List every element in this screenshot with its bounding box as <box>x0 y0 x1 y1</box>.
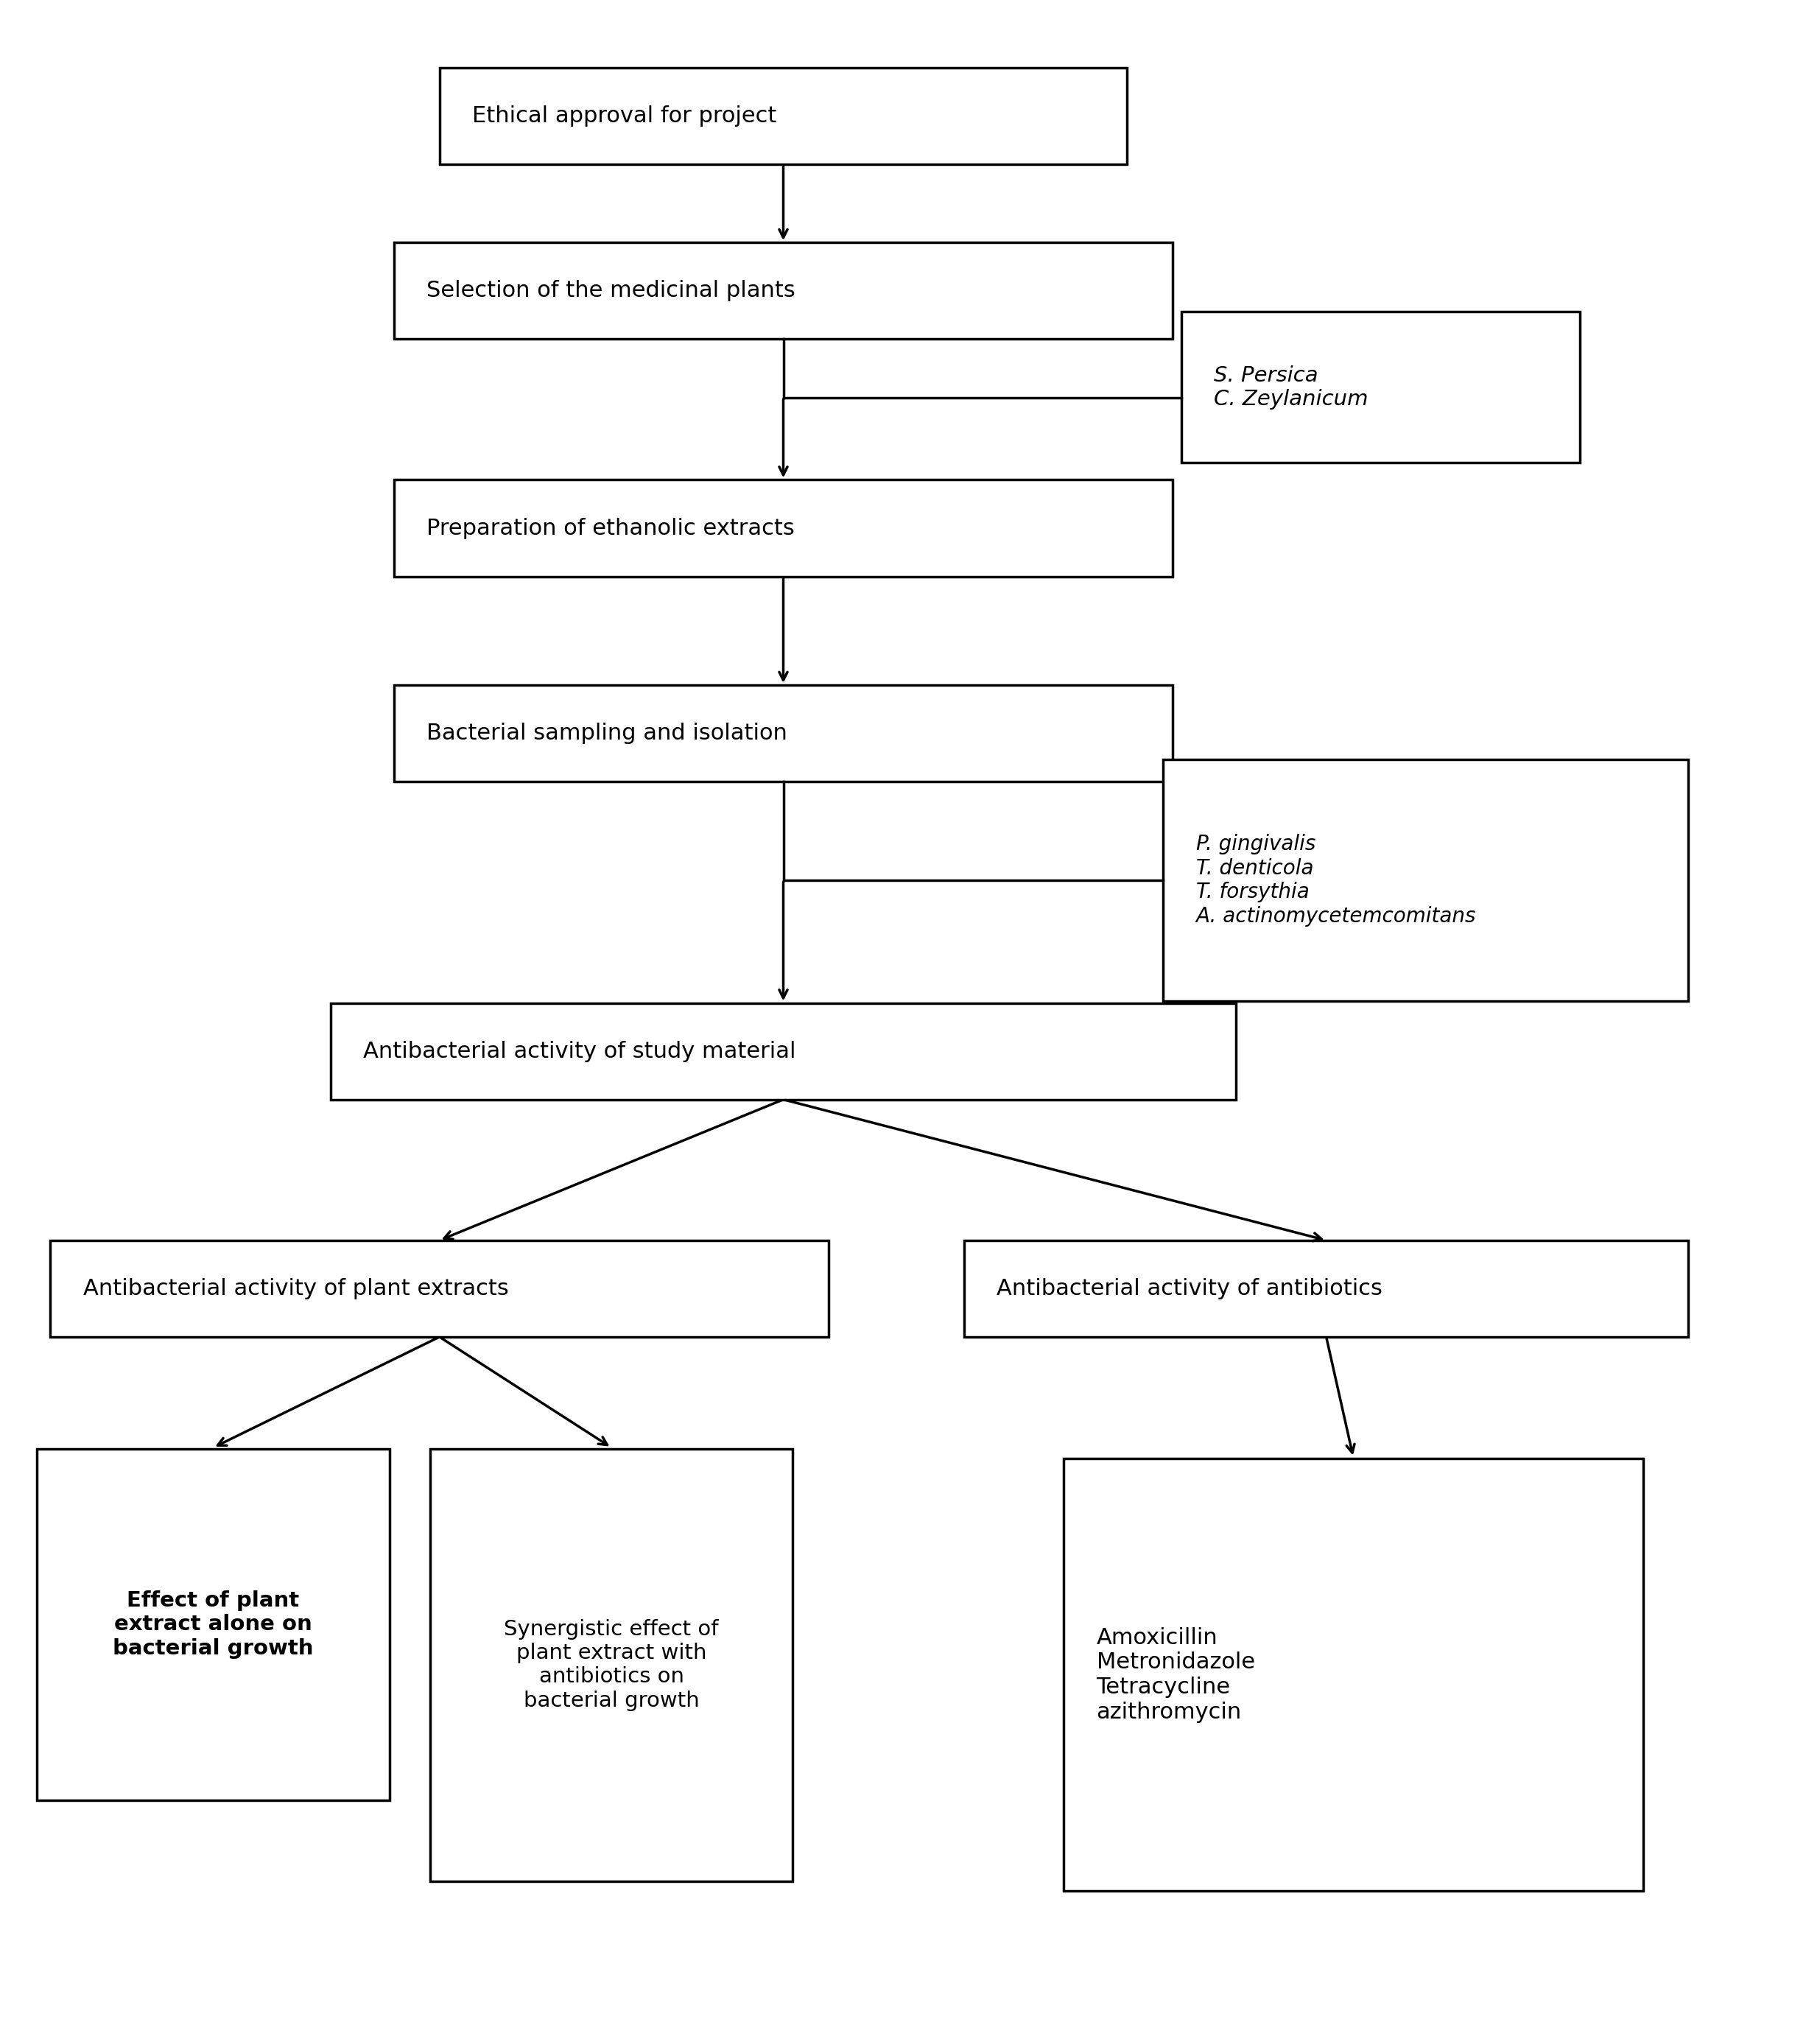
FancyBboxPatch shape <box>1181 311 1580 463</box>
Text: Effect of plant
extract alone on
bacterial growth: Effect of plant extract alone on bacteri… <box>113 1591 313 1658</box>
FancyBboxPatch shape <box>430 1448 792 1880</box>
Text: Bacterial sampling and isolation: Bacterial sampling and isolation <box>428 722 788 744</box>
Text: S. Persica
C. Zeylanicum: S. Persica C. Zeylanicum <box>1214 366 1369 410</box>
FancyBboxPatch shape <box>395 479 1172 576</box>
FancyBboxPatch shape <box>331 1003 1236 1100</box>
FancyBboxPatch shape <box>1065 1458 1643 1891</box>
Text: Preparation of ethanolic extracts: Preparation of ethanolic extracts <box>428 518 795 538</box>
Text: Antibacterial activity of antibiotics: Antibacterial activity of antibiotics <box>997 1278 1383 1300</box>
FancyBboxPatch shape <box>36 1448 389 1802</box>
Text: Amoxicillin
Metronidazole
Tetracycline
azithromycin: Amoxicillin Metronidazole Tetracycline a… <box>1096 1628 1254 1723</box>
Text: Selection of the medicinal plants: Selection of the medicinal plants <box>428 281 795 301</box>
Text: Ethical approval for project: Ethical approval for project <box>471 105 777 127</box>
Text: P. gingivalis
T. denticola
T. forsythia
A. actinomycetemcomitans: P. gingivalis T. denticola T. forsythia … <box>1196 835 1476 926</box>
FancyBboxPatch shape <box>965 1239 1689 1337</box>
FancyBboxPatch shape <box>51 1239 828 1337</box>
FancyBboxPatch shape <box>439 67 1127 164</box>
FancyBboxPatch shape <box>1163 760 1689 1001</box>
Text: Antibacterial activity of plant extracts: Antibacterial activity of plant extracts <box>84 1278 508 1300</box>
Text: Synergistic effect of
plant extract with
antibiotics on
bacterial growth: Synergistic effect of plant extract with… <box>504 1620 719 1711</box>
FancyBboxPatch shape <box>395 243 1172 340</box>
FancyBboxPatch shape <box>395 685 1172 783</box>
Text: Antibacterial activity of study material: Antibacterial activity of study material <box>364 1041 795 1062</box>
